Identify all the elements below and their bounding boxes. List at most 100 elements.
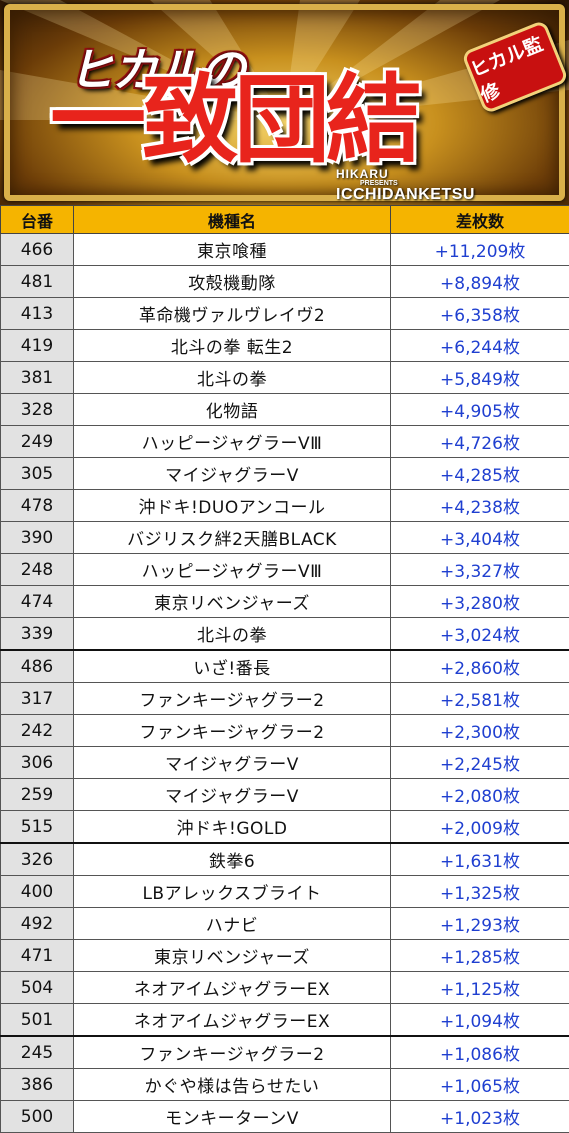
- model-name-cell: 化物語: [74, 394, 391, 426]
- coin-difference-cell: +4,726枚: [391, 426, 569, 458]
- machine-number-cell: 471: [1, 940, 74, 972]
- machine-number-cell: 317: [1, 683, 74, 715]
- coin-difference-cell: +6,358枚: [391, 298, 569, 330]
- machine-number-cell: 413: [1, 298, 74, 330]
- model-name-cell: ネオアイムジャグラーEX: [74, 972, 391, 1004]
- machine-number-cell: 500: [1, 1101, 74, 1133]
- coin-difference-cell: +2,581枚: [391, 683, 569, 715]
- machine-number-cell: 245: [1, 1036, 74, 1069]
- coin-difference-cell: +1,293枚: [391, 908, 569, 940]
- model-name-cell: LBアレックスブライト: [74, 876, 391, 908]
- coin-difference-cell: +6,244枚: [391, 330, 569, 362]
- machine-number-cell: 515: [1, 811, 74, 844]
- model-name-cell: ネオアイムジャグラーEX: [74, 1004, 391, 1037]
- coin-difference-cell: +2,245枚: [391, 747, 569, 779]
- coin-difference-cell: +2,860枚: [391, 650, 569, 683]
- model-name-cell: 北斗の拳: [74, 362, 391, 394]
- machine-number-cell: 249: [1, 426, 74, 458]
- model-name-cell: マイジャグラーV: [74, 458, 391, 490]
- coin-difference-cell: +4,285枚: [391, 458, 569, 490]
- coin-difference-cell: +2,009枚: [391, 811, 569, 844]
- header-banner: ヒカルの 一致団結 ヒカル監修 HIKARU PRESENTS ICCHIDAN…: [0, 0, 569, 205]
- header-model-name: 機種名: [74, 206, 391, 234]
- coin-difference-cell: +11,209枚: [391, 234, 569, 266]
- model-name-cell: ハナビ: [74, 908, 391, 940]
- model-name-cell: マイジャグラーV: [74, 747, 391, 779]
- coin-difference-cell: +3,024枚: [391, 618, 569, 651]
- model-name-cell: 革命機ヴァルヴレイヴ2: [74, 298, 391, 330]
- machine-number-cell: 305: [1, 458, 74, 490]
- model-name-cell: 沖ドキ!GOLD: [74, 811, 391, 844]
- coin-difference-cell: +8,894枚: [391, 266, 569, 298]
- machine-number-cell: 242: [1, 715, 74, 747]
- machine-number-cell: 419: [1, 330, 74, 362]
- coin-difference-cell: +1,125枚: [391, 972, 569, 1004]
- logo-title: 一致団結: [50, 72, 418, 168]
- coin-difference-cell: +1,086枚: [391, 1036, 569, 1069]
- model-name-cell: モンキーターンV: [74, 1101, 391, 1133]
- machine-number-cell: 328: [1, 394, 74, 426]
- model-name-cell: バジリスク絆2天膳BLACK: [74, 522, 391, 554]
- coin-difference-cell: +3,280枚: [391, 586, 569, 618]
- model-name-cell: かぐや様は告らせたい: [74, 1069, 391, 1101]
- model-name-cell: マイジャグラーV: [74, 779, 391, 811]
- model-name-cell: 東京喰種: [74, 234, 391, 266]
- coin-difference-cell: +1,325枚: [391, 876, 569, 908]
- caption-icchidanketsu: ICCHIDANKETSU: [336, 187, 475, 203]
- machine-number-cell: 481: [1, 266, 74, 298]
- table-header-row: 台番 機種名 差枚数: [1, 206, 569, 234]
- coin-difference-cell: +5,849枚: [391, 362, 569, 394]
- model-name-cell: 沖ドキ!DUOアンコール: [74, 490, 391, 522]
- model-name-cell: 攻殻機動隊: [74, 266, 391, 298]
- machine-number-cell: 381: [1, 362, 74, 394]
- machine-number-cell: 478: [1, 490, 74, 522]
- machine-number-cell: 504: [1, 972, 74, 1004]
- coin-difference-cell: +2,080枚: [391, 779, 569, 811]
- model-name-cell: 北斗の拳 転生2: [74, 330, 391, 362]
- machine-number-cell: 492: [1, 908, 74, 940]
- logo-caption: HIKARU PRESENTS ICCHIDANKETSU: [336, 168, 475, 203]
- model-name-cell: 北斗の拳: [74, 618, 391, 651]
- header-machine-number: 台番: [1, 206, 74, 234]
- coin-difference-cell: +4,905枚: [391, 394, 569, 426]
- machine-number-cell: 259: [1, 779, 74, 811]
- coin-difference-cell: +1,631枚: [391, 843, 569, 876]
- coin-difference-cell: +3,327枚: [391, 554, 569, 586]
- caption-hikaru: HIKARU: [336, 168, 475, 180]
- machine-number-cell: 466: [1, 234, 74, 266]
- coin-difference-cell: +3,404枚: [391, 522, 569, 554]
- machine-number-cell: 306: [1, 747, 74, 779]
- coin-difference-cell: +1,023枚: [391, 1101, 569, 1133]
- machine-number-cell: 501: [1, 1004, 74, 1037]
- coin-difference-cell: +1,094枚: [391, 1004, 569, 1037]
- coin-difference-cell: +4,238枚: [391, 490, 569, 522]
- model-name-cell: 東京リベンジャーズ: [74, 940, 391, 972]
- coin-difference-cell: +1,065枚: [391, 1069, 569, 1101]
- coin-difference-cell: +2,300枚: [391, 715, 569, 747]
- model-name-cell: いざ!番長: [74, 650, 391, 683]
- machine-number-cell: 326: [1, 843, 74, 876]
- machine-number-cell: 248: [1, 554, 74, 586]
- machine-number-cell: 386: [1, 1069, 74, 1101]
- machine-number-cell: 390: [1, 522, 74, 554]
